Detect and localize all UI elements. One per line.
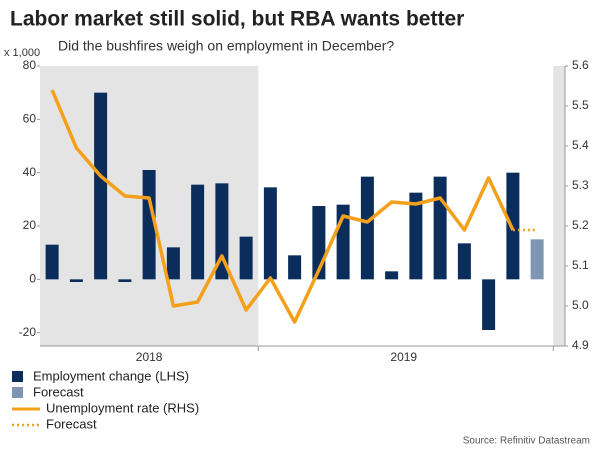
y2-tick-label: 4.9: [572, 338, 589, 352]
y-tick-label: 0: [29, 272, 36, 286]
y-tick-label: 80: [23, 58, 37, 72]
chart-title: Labor market still solid, but RBA wants …: [10, 8, 464, 31]
y2-tick-label: 5.4: [572, 138, 589, 152]
y2-tick-label: 5.0: [572, 298, 589, 312]
bar: [530, 239, 544, 280]
y2-tick-label: 5.3: [572, 178, 589, 192]
bar: [215, 183, 229, 280]
x-group-label: 2018: [136, 350, 163, 364]
line: [50, 89, 515, 324]
y-tick-label: 40: [23, 165, 37, 179]
bar: [409, 192, 423, 280]
y-tick-label: -20: [19, 325, 37, 339]
bar: [118, 279, 132, 282]
bar: [166, 247, 180, 280]
y2-tick-label: 5.2: [572, 218, 589, 232]
y-unit-label: x 1,000: [4, 47, 40, 59]
bar: [94, 92, 108, 280]
bar: [457, 243, 471, 280]
y-tick-label: 20: [23, 218, 37, 232]
y2-tick-label: 5.6: [572, 58, 589, 72]
legend-label: Unemployment rate (RHS): [46, 400, 199, 415]
legend-label: Forecast: [33, 384, 84, 399]
year-shade: [553, 66, 565, 346]
x-group-label: 2019: [390, 350, 417, 364]
y2-tick-label: 5.5: [572, 98, 589, 112]
legend-swatch: [12, 371, 23, 382]
bar: [433, 176, 447, 280]
bar: [191, 184, 205, 280]
bar: [360, 176, 374, 280]
bar: [385, 271, 399, 280]
legend-label: Employment change (LHS): [33, 368, 189, 383]
y2-tick-label: 5.1: [572, 258, 589, 272]
chart-subtitle: Did the bushfires weigh on employment in…: [58, 38, 394, 54]
bar: [239, 236, 253, 280]
source: Source: Refinitiv Datastream: [463, 436, 590, 447]
legend-swatch: [12, 387, 23, 398]
bar: [482, 279, 496, 330]
legend-label: Forecast: [46, 416, 97, 431]
bar: [69, 279, 83, 282]
bar: [45, 244, 59, 280]
y-tick-label: 60: [23, 112, 37, 126]
bar: [288, 255, 302, 280]
bar: [263, 187, 277, 280]
